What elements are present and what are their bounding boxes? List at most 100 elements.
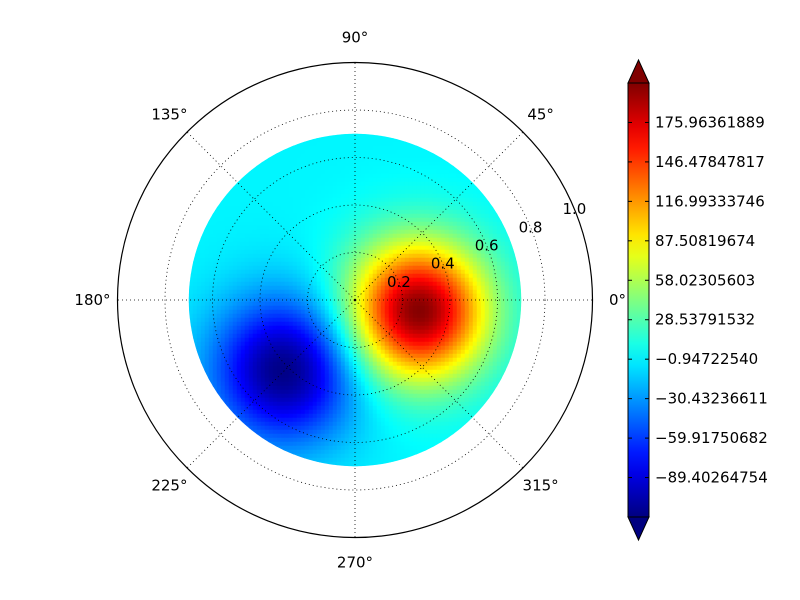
field-cell bbox=[332, 145, 338, 151]
field-cell bbox=[332, 281, 338, 287]
field-cell bbox=[408, 157, 414, 163]
field-cell bbox=[284, 173, 290, 179]
field-cell bbox=[484, 217, 490, 223]
field-cell bbox=[380, 145, 386, 151]
field-cell bbox=[476, 269, 482, 275]
field-cell bbox=[520, 277, 522, 283]
field-cell bbox=[212, 345, 218, 351]
field-cell bbox=[332, 157, 338, 163]
field-cell bbox=[428, 177, 434, 183]
field-cell bbox=[444, 209, 450, 215]
field-cell bbox=[400, 205, 406, 211]
field-cell bbox=[468, 313, 474, 319]
field-cell bbox=[368, 229, 374, 235]
field-cell bbox=[344, 173, 350, 179]
field-cell bbox=[324, 401, 330, 407]
field-cell bbox=[480, 293, 486, 299]
field-cell bbox=[244, 265, 250, 271]
field-cell bbox=[484, 257, 490, 263]
field-cell bbox=[224, 245, 230, 251]
field-cell bbox=[268, 281, 274, 287]
field-cell bbox=[220, 189, 226, 195]
field-cell bbox=[504, 357, 510, 363]
field-cell bbox=[312, 381, 318, 387]
field-cell bbox=[204, 337, 210, 343]
field-cell bbox=[340, 137, 346, 143]
field-cell bbox=[416, 165, 422, 171]
field-cell bbox=[296, 265, 302, 271]
field-cell bbox=[388, 369, 394, 375]
field-cell bbox=[268, 165, 274, 171]
field-cell bbox=[272, 265, 278, 271]
field-cell bbox=[444, 173, 450, 179]
field-cell bbox=[248, 325, 254, 331]
field-cell bbox=[240, 261, 246, 267]
field-cell bbox=[516, 249, 522, 255]
field-cell bbox=[420, 285, 426, 291]
field-cell bbox=[428, 261, 434, 267]
field-cell bbox=[392, 249, 398, 255]
field-cell bbox=[380, 389, 386, 395]
field-cell bbox=[472, 197, 478, 203]
field-cell bbox=[196, 257, 202, 263]
field-cell bbox=[420, 301, 426, 307]
field-cell bbox=[408, 277, 414, 283]
field-cell bbox=[276, 249, 282, 255]
field-cell bbox=[372, 233, 378, 239]
field-cell bbox=[408, 341, 414, 347]
field-cell bbox=[296, 277, 302, 283]
field-cell bbox=[292, 401, 298, 407]
field-cell bbox=[284, 401, 290, 407]
field-cell bbox=[380, 345, 386, 351]
field-cell bbox=[360, 329, 366, 335]
field-cell bbox=[344, 157, 350, 163]
field-cell bbox=[192, 357, 198, 363]
field-cell bbox=[236, 205, 242, 211]
field-cell bbox=[468, 361, 474, 367]
field-cell bbox=[288, 253, 294, 259]
field-cell bbox=[292, 197, 298, 203]
field-cell bbox=[480, 261, 486, 267]
field-cell bbox=[320, 349, 326, 355]
field-cell bbox=[348, 161, 354, 167]
field-cell bbox=[464, 353, 470, 359]
field-cell bbox=[340, 201, 346, 207]
field-cell bbox=[448, 197, 454, 203]
field-cell bbox=[408, 269, 414, 275]
field-cell bbox=[460, 261, 466, 267]
field-cell bbox=[248, 361, 254, 367]
field-cell bbox=[432, 161, 438, 167]
field-cell bbox=[252, 349, 258, 355]
field-cell bbox=[356, 349, 362, 355]
field-cell bbox=[264, 245, 270, 251]
field-cell bbox=[456, 397, 462, 403]
field-cell bbox=[384, 357, 390, 363]
field-cell bbox=[332, 357, 338, 363]
field-cell bbox=[212, 377, 218, 383]
field-cell bbox=[360, 277, 366, 283]
field-cell bbox=[284, 289, 290, 295]
field-cell bbox=[404, 341, 410, 347]
field-cell bbox=[364, 197, 370, 203]
field-cell bbox=[364, 281, 370, 287]
field-cell bbox=[416, 221, 422, 227]
field-cell bbox=[504, 245, 510, 251]
field-cell bbox=[232, 389, 238, 395]
field-cell bbox=[432, 341, 438, 347]
field-cell bbox=[344, 209, 350, 215]
field-cell bbox=[200, 233, 206, 239]
field-cell bbox=[248, 397, 254, 403]
field-cell bbox=[488, 317, 494, 323]
field-cell bbox=[328, 233, 334, 239]
field-cell bbox=[312, 377, 318, 383]
field-cell bbox=[288, 225, 294, 231]
field-cell bbox=[300, 329, 306, 335]
field-cell bbox=[436, 397, 442, 403]
field-cell bbox=[428, 301, 434, 307]
field-cell bbox=[440, 185, 446, 191]
field-cell bbox=[328, 213, 334, 219]
field-cell bbox=[360, 141, 366, 147]
field-cell bbox=[352, 237, 358, 243]
field-cell bbox=[288, 165, 294, 171]
field-cell bbox=[356, 141, 362, 147]
